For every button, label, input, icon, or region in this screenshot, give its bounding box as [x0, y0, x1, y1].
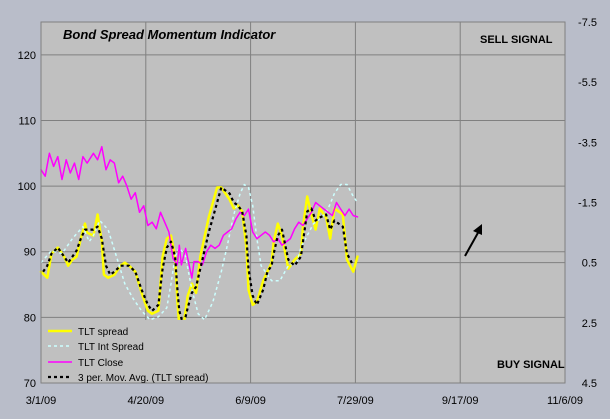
series-line-tlt-close [40, 145, 359, 279]
series-line-tlt-int-spread [40, 183, 359, 321]
x-axis: 3/1/09 4/20/09 6/9/09 7/29/09 9/17/09 11/6/09 [26, 395, 583, 407]
left-tick-label: 70 [24, 378, 36, 390]
left-tick-label: 120 [18, 50, 36, 62]
left-tick-label: 110 [18, 115, 36, 127]
x-tick-label: 6/9/09 [235, 395, 266, 407]
right-tick-label: -1.5 [578, 198, 597, 210]
x-tick-label: 4/20/09 [127, 395, 164, 407]
right-tick-label: 2.5 [582, 318, 597, 330]
series-line-3-per-mov-avg-tlt-spread [42, 186, 355, 327]
x-tick-label: 11/6/09 [547, 395, 583, 407]
left-tick-label: 90 [24, 247, 36, 259]
x-tick-label: 9/17/09 [442, 395, 479, 407]
legend-label-tlt-int-spread: TLT Int Spread [78, 342, 144, 353]
x-tick-label: 7/29/09 [337, 395, 374, 407]
left-tick-label: 80 [24, 312, 36, 324]
series-layer [39, 145, 359, 328]
plot-border [40, 21, 566, 384]
left-axis: 70 80 90 100 110 120 [18, 50, 36, 390]
left-tick-label: 100 [18, 181, 36, 193]
right-tick-label: 4.5 [582, 378, 597, 390]
series-line-tlt-spread [39, 186, 359, 328]
right-tick-label: -3.5 [578, 137, 597, 149]
buy-signal-label: BUY SIGNAL [497, 359, 565, 371]
right-tick-label: -5.5 [578, 77, 597, 89]
legend-box [42, 320, 238, 382]
right-tick-label: 0.5 [582, 258, 597, 270]
legend: TLT spread TLT Int Spread TLT Close 3 pe… [42, 320, 238, 384]
sell-signal-label: SELL SIGNAL [480, 34, 553, 46]
x-tick-label: 3/1/09 [26, 395, 57, 407]
legend-label-tlt-close: TLT Close [78, 358, 124, 369]
buy-arrow-icon [464, 224, 482, 257]
right-tick-label: -7.5 [578, 17, 597, 29]
legend-label-tlt-spread: TLT spread [78, 327, 128, 338]
legend-label-moving-average: 3 per. Mov. Avg. (TLT spread) [78, 373, 208, 384]
right-axis: -7.5 -5.5 -3.5 -1.5 0.5 2.5 4.5 [578, 17, 597, 390]
chart-title: Bond Spread Momentum Indicator [63, 27, 276, 42]
